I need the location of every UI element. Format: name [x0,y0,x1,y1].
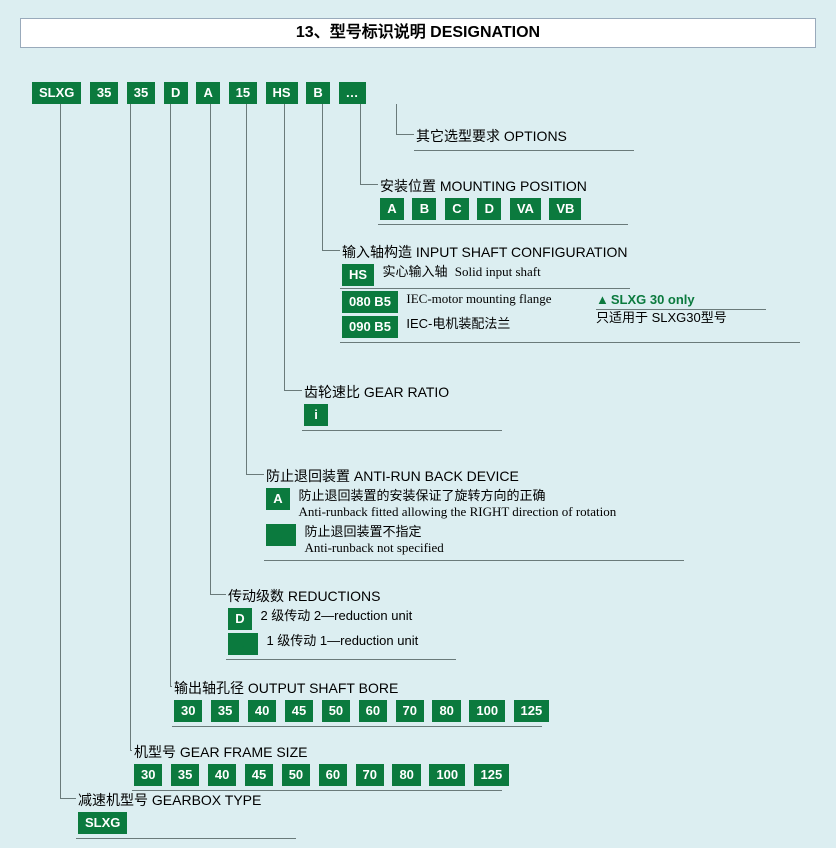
bore-opt: 60 [359,700,387,722]
page: 13、型号标识说明 DESIGNATION SLXG 35 35 D A 15 … [0,0,836,848]
red-blank-text: 1 级传动 1—reduction unit [266,633,418,649]
090b5-cn: IEC-电机装配法兰 [406,316,510,332]
bore-opt: 70 [396,700,424,722]
frame-size-label: 机型号 GEAR FRAME SIZE [134,742,513,762]
reductions-label: 传动级数 REDUCTIONS [228,586,458,606]
mounting-options: A B C D VA VB [380,198,630,220]
arb-blank-tag: . [266,524,296,546]
mounting-opt: VA [510,198,541,220]
options-label: 其它选型要求 OPTIONS [416,126,636,146]
arb-blank-cn: 防止退回装置不指定 [304,524,421,539]
desig-part: 35 [90,82,118,104]
frame-opt: 60 [319,764,347,786]
080b5-tag: 080 B5 [342,291,398,313]
mounting-opt: D [477,198,501,220]
frame-size-options: 30 35 40 45 50 60 70 80 100 125 [134,764,513,786]
gear-ratio-section: 齿轮速比 GEAR RATIO i [304,382,504,427]
mounting-opt: C [445,198,469,220]
arb-a-cn: 防止退回装置的安装保证了旋转方向的正确 [298,488,545,503]
bore-opt: 100 [469,700,505,722]
bore-opt: 80 [432,700,460,722]
frame-opt: 45 [245,764,273,786]
bore-opt: 45 [285,700,313,722]
desig-part: 15 [229,82,257,104]
anti-runback-section: 防止退回装置 ANTI-RUN BACK DEVICE A 防止退回装置的安装保… [266,466,686,557]
output-bore-label: 输出轴孔径 OUTPUT SHAFT BORE [174,678,553,698]
hs-cn: 实心输入轴 [383,264,448,279]
red-d-tag: D [228,608,252,630]
frame-opt: 100 [429,764,465,786]
mounting-opt: VB [549,198,581,220]
hs-tag: HS [342,264,374,286]
desig-part: A [196,82,220,104]
mounting-opt: A [380,198,404,220]
frame-opt: 30 [134,764,162,786]
090b5-tag: 090 B5 [342,316,398,338]
gearbox-type-label: 减速机型号 GEARBOX TYPE [78,790,298,810]
bore-opt: 40 [248,700,276,722]
bore-opt: 50 [322,700,350,722]
gear-ratio-label: 齿轮速比 GEAR RATIO [304,382,504,402]
desig-part: HS [266,82,298,104]
frame-size-section: 机型号 GEAR FRAME SIZE 30 35 40 45 50 60 70… [134,742,513,787]
desig-part: B [306,82,330,104]
bore-opt: 35 [211,700,239,722]
bore-opt: 125 [514,700,550,722]
arb-blank-en: Anti-runback not specified [304,540,443,556]
anti-runback-label: 防止退回装置 ANTI-RUN BACK DEVICE [266,466,686,486]
output-bore-options: 30 35 40 45 50 60 70 80 100 125 [174,700,553,722]
options-section: 其它选型要求 OPTIONS [416,126,636,149]
gearbox-type-tag: SLXG [78,812,127,834]
desig-part: 35 [127,82,155,104]
desig-part: SLXG [32,82,81,104]
080b5-en: IEC-motor mounting flange [406,291,551,307]
bore-opt: 30 [174,700,202,722]
mounting-section: 安装位置 MOUNTING POSITION A B C D VA VB [380,176,630,221]
mounting-label: 安装位置 MOUNTING POSITION [380,176,630,196]
arb-a-en: Anti-runback fitted allowing the RIGHT d… [298,504,616,520]
desig-part: … [339,82,366,104]
frame-opt: 40 [208,764,236,786]
frame-opt: 125 [474,764,510,786]
input-shaft-section: 输入轴构造 INPUT SHAFT CONFIGURATION HS 实心输入轴… [342,242,802,339]
caution-icon: SLXG 30 only [596,292,695,307]
desig-part: D [164,82,188,104]
output-bore-section: 输出轴孔径 OUTPUT SHAFT BORE 30 35 40 45 50 6… [174,678,553,723]
designation-row: SLXG 35 35 D A 15 HS B … [32,82,370,104]
mounting-opt: B [412,198,436,220]
slxg30-note-top: SLXG 30 only [611,292,695,307]
arb-a-tag: A [266,488,290,510]
frame-opt: 35 [171,764,199,786]
red-d-text: 2 级传动 2—reduction unit [260,608,412,624]
title-bar: 13、型号标识说明 DESIGNATION [20,18,816,48]
reductions-section: 传动级数 REDUCTIONS D 2 级传动 2—reduction unit… [228,586,458,656]
red-blank-tag: . [228,633,258,655]
hs-en: Solid input shaft [455,264,541,279]
gearbox-type-section: 减速机型号 GEARBOX TYPE SLXG [78,790,298,835]
frame-opt: 70 [356,764,384,786]
frame-opt: 50 [282,764,310,786]
slxg30-note-bottom: 只适用于 SLXG30型号 [596,310,727,326]
gear-ratio-tag: i [304,404,328,426]
frame-opt: 80 [392,764,420,786]
input-shaft-label: 输入轴构造 INPUT SHAFT CONFIGURATION [342,242,802,262]
